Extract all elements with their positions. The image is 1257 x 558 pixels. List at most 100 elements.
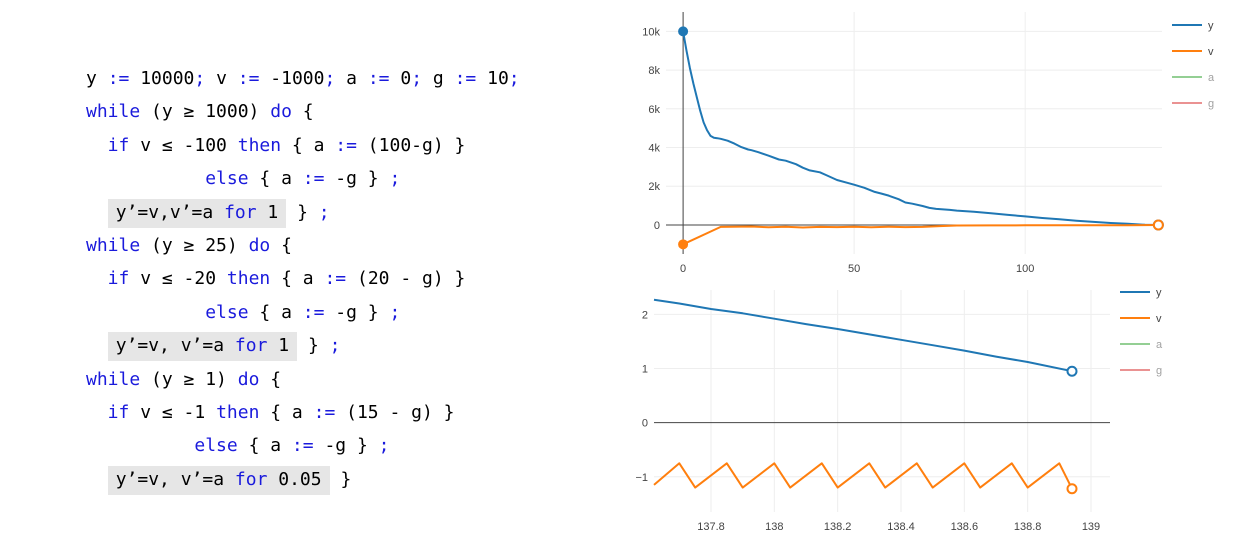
- code-token: [86, 335, 108, 356]
- code-line: y := 10000; v := -1000; a := 0; g := 10;: [86, 62, 520, 95]
- code-token: [86, 202, 108, 223]
- code-token: (y ≥ 1000): [140, 101, 271, 123]
- x-tick-label: 138.8: [1014, 521, 1042, 533]
- code-token: y’=v, v’=a: [115, 468, 235, 490]
- code-token: v ≤ -100: [129, 134, 238, 156]
- code-line: if v ≤ -100 then { a := (100-g) }: [86, 129, 520, 162]
- code-token: 0: [389, 68, 412, 89]
- code-token: }: [286, 201, 319, 223]
- ode-highlight: y’=v, v’=a for 0.05: [107, 465, 330, 495]
- code-token: (y ≥ 1): [140, 368, 238, 390]
- x-tick-label: 138.2: [824, 521, 852, 533]
- code-token: y’=v,v’=a: [115, 201, 225, 223]
- code-keyword: while: [86, 368, 141, 390]
- code-keyword: ;: [411, 68, 423, 89]
- code-line: else { a := -g } ;: [86, 429, 520, 462]
- y-tick-label: 10k: [642, 26, 660, 38]
- code-token: {: [291, 101, 314, 123]
- code-keyword: else: [205, 168, 249, 190]
- code-token: g: [422, 68, 455, 89]
- code-token: [86, 469, 108, 490]
- code-line: else { a := -g } ;: [86, 296, 520, 329]
- code-token: (15 - g) }: [335, 401, 455, 423]
- code-keyword: :=: [237, 68, 260, 89]
- code-line: y’=v, v’=a for 0.05 }: [86, 463, 520, 496]
- legend-label-y: y: [1156, 287, 1162, 299]
- code-keyword: :=: [454, 68, 477, 89]
- code-token: 10: [476, 68, 509, 89]
- series-start-point-v: [678, 239, 689, 250]
- code-line: if v ≤ -20 then { a := (20 - g) }: [86, 262, 520, 295]
- code-token: { a: [270, 268, 325, 290]
- code-token: {: [259, 368, 282, 390]
- code-token: 0.05: [267, 468, 322, 490]
- code-token: v ≤ -20: [129, 268, 227, 290]
- code-token: -g }: [324, 301, 390, 323]
- x-tick-label: 138.6: [951, 521, 979, 533]
- code-keyword: then: [237, 134, 282, 156]
- x-tick-label: 50: [848, 263, 860, 275]
- code-keyword: :=: [302, 168, 325, 190]
- code-keyword: :=: [107, 68, 130, 89]
- program-listing: y := 10000; v := -1000; a := 0; g := 10;…: [86, 62, 520, 496]
- legend-label-v: v: [1156, 313, 1162, 325]
- code-keyword: for: [234, 335, 268, 357]
- code-keyword: ;: [329, 335, 341, 357]
- code-keyword: do: [270, 101, 292, 123]
- code-keyword: while: [86, 234, 141, 256]
- code-token: }: [329, 468, 352, 490]
- code-token: {: [270, 234, 292, 256]
- code-token: { a: [259, 401, 314, 423]
- code-keyword: :=: [367, 68, 390, 89]
- code-keyword: ;: [389, 301, 401, 323]
- series-line-v: [653, 462, 1073, 490]
- code-keyword: ;: [378, 435, 390, 457]
- code-keyword: then: [216, 401, 260, 423]
- code-token: v: [205, 68, 238, 89]
- legend-label-g: g: [1156, 365, 1162, 377]
- series-line-y: [653, 298, 1073, 373]
- code-keyword: then: [226, 268, 271, 290]
- code-keyword: :=: [324, 268, 347, 290]
- code-line: while (y ≥ 1000) do {: [86, 95, 520, 128]
- chart-full-trajectory: 0 50 100 0 2k 4k 6k 8k 10k y v a g: [642, 12, 1215, 275]
- code-token: v ≤ -1: [129, 401, 217, 423]
- code-token: a: [335, 68, 368, 89]
- code-keyword: for: [224, 201, 257, 223]
- x-tick-label: 138.4: [887, 521, 915, 533]
- code-token: -g }: [324, 168, 390, 190]
- code-token: (y ≥ 25): [140, 234, 249, 256]
- y-tick-label: 8k: [648, 65, 660, 77]
- code-line: while (y ≥ 25) do {: [86, 229, 520, 262]
- code-line: else { a := -g } ;: [86, 162, 520, 195]
- legend-label-v: v: [1208, 46, 1214, 58]
- x-tick-label: 138: [765, 521, 783, 533]
- code-token: }: [297, 335, 330, 357]
- code-token: 1: [256, 201, 279, 223]
- code-keyword: while: [86, 101, 141, 123]
- code-keyword: do: [237, 368, 260, 390]
- y-tick-label: 1: [642, 364, 648, 376]
- ode-highlight: y’=v,v’=a for 1: [107, 198, 287, 228]
- code-keyword: :=: [291, 435, 314, 457]
- code-keyword: else: [194, 435, 238, 457]
- code-keyword: ;: [324, 68, 336, 89]
- code-keyword: ;: [194, 68, 206, 89]
- code-token: [86, 168, 205, 189]
- code-line: y’=v,v’=a for 1 } ;: [86, 196, 520, 229]
- y-tick-label: −1: [635, 472, 648, 484]
- y-tick-label: 0: [654, 220, 660, 232]
- series-end-point-v: [1152, 219, 1164, 231]
- series-start-point-y: [678, 26, 689, 37]
- x-tick-label: 0: [680, 263, 686, 275]
- code-keyword: :=: [313, 401, 336, 423]
- code-token: { a: [237, 435, 292, 457]
- x-tick-label: 137.8: [697, 521, 725, 533]
- series-line-y: [682, 31, 1159, 226]
- y-tick-label: 6k: [648, 104, 660, 116]
- code-line: y’=v, v’=a for 1 } ;: [86, 329, 520, 362]
- code-token: -1000: [259, 68, 325, 89]
- code-keyword: for: [234, 468, 268, 490]
- code-keyword: else: [205, 301, 249, 323]
- code-token: [86, 302, 205, 323]
